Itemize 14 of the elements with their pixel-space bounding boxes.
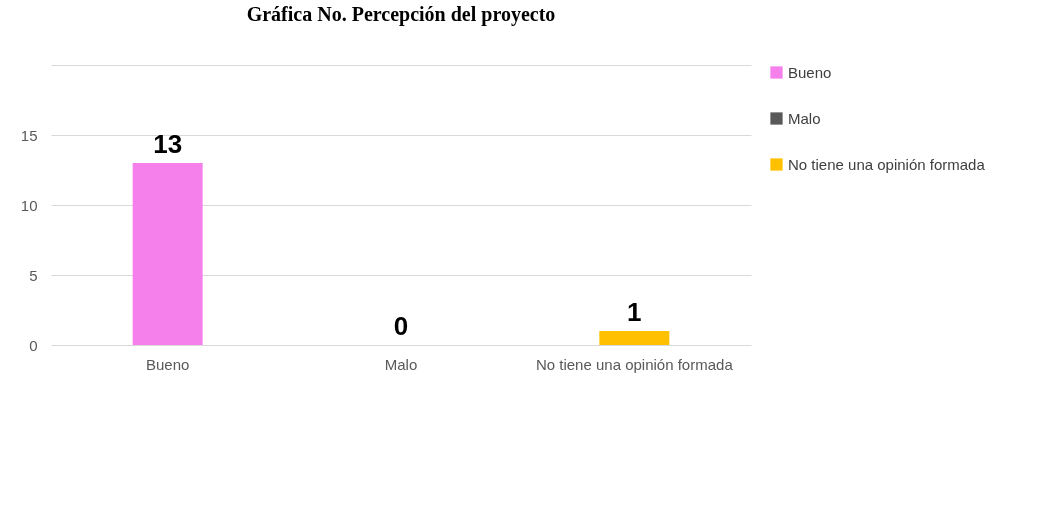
x-tick-label: Bueno bbox=[145, 355, 190, 373]
data-label: 0 bbox=[393, 311, 409, 341]
data-label: 13 bbox=[153, 129, 183, 159]
legend-label: Bueno bbox=[788, 63, 832, 81]
x-tick-label: No tiene una opinión formada bbox=[535, 355, 734, 373]
y-tick-label: 0 bbox=[29, 336, 38, 354]
legend-label: Malo bbox=[788, 109, 821, 127]
y-tick-label: 15 bbox=[20, 126, 38, 144]
y-tick-label: 5 bbox=[29, 266, 38, 284]
data-label: 1 bbox=[627, 297, 642, 327]
y-tick-label: 10 bbox=[20, 196, 38, 214]
chart-title: Gráfica No. Percepción del proyecto bbox=[246, 3, 556, 26]
x-tick-label: Malo bbox=[384, 355, 418, 373]
legend-label: No tiene una opinión formada bbox=[788, 155, 986, 173]
